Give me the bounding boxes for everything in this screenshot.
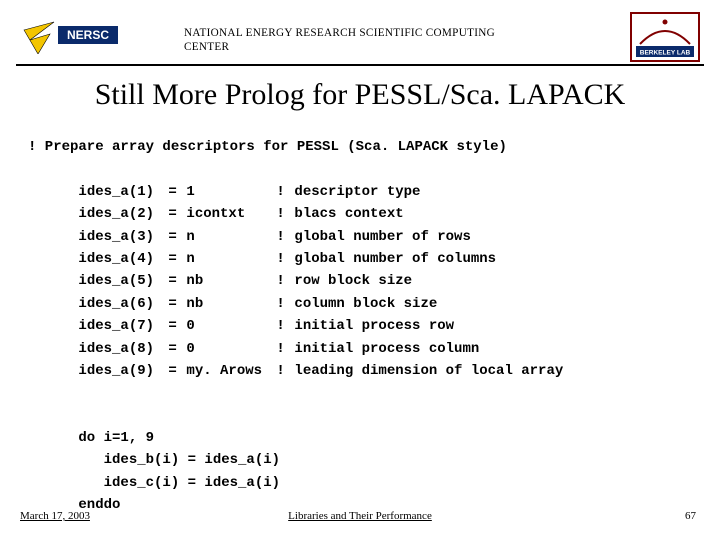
code-bang: ! — [276, 248, 294, 270]
code-val: n — [186, 248, 276, 270]
code-comment: blacs context — [294, 203, 403, 225]
footer-page: 67 — [685, 510, 696, 522]
code-comment: global number of rows — [294, 226, 470, 248]
code-idx: ides_a(4) — [78, 248, 168, 270]
code-eq: = — [168, 270, 186, 292]
code-idx: ides_a(3) — [78, 226, 168, 248]
code-heading: ! Prepare array descriptors for PESSL (S… — [28, 139, 507, 155]
code-bang: ! — [276, 226, 294, 248]
berkeley-lab-logo: BERKELEY LAB — [630, 12, 700, 62]
code-bang: ! — [276, 293, 294, 315]
code-eq: = — [168, 203, 186, 225]
code-val: 1 — [186, 181, 276, 203]
code-bang: ! — [276, 270, 294, 292]
code-eq: = — [168, 181, 186, 203]
code-idx: ides_a(7) — [78, 315, 168, 337]
loop-block: do i=1, 9 ides_b(i) = ides_a(i) ides_c(i… — [28, 427, 563, 517]
code-val: 0 — [186, 315, 276, 337]
svg-text:NERSC: NERSC — [67, 28, 109, 42]
code-bang: ! — [276, 315, 294, 337]
code-comment: column block size — [294, 293, 437, 315]
code-val: nb — [186, 270, 276, 292]
code-comment: initial process column — [294, 338, 479, 360]
code-idx: ides_a(2) — [78, 203, 168, 225]
code-val: 0 — [186, 338, 276, 360]
code-eq: = — [168, 293, 186, 315]
org-line1: NATIONAL ENERGY RESEARCH SCIENTIFIC COMP… — [184, 26, 495, 40]
code-bang: ! — [276, 181, 294, 203]
code-comment: row block size — [294, 270, 412, 292]
code-bang: ! — [276, 360, 294, 382]
code-val: n — [186, 226, 276, 248]
code-val: my. Arows — [186, 360, 276, 382]
code-idx: ides_a(6) — [78, 293, 168, 315]
slide-title: Still More Prolog for PESSL/Sca. LAPACK — [0, 78, 720, 112]
footer-center: Libraries and Their Performance — [0, 510, 720, 522]
code-comment: initial process row — [294, 315, 454, 337]
code-eq: = — [168, 338, 186, 360]
code-idx: ides_a(8) — [78, 338, 168, 360]
nersc-logo: NERSC — [20, 20, 120, 54]
code-comment: descriptor type — [294, 181, 420, 203]
code-eq: = — [168, 360, 186, 382]
code-block: ! Prepare array descriptors for PESSL (S… — [28, 136, 563, 517]
org-line2: CENTER — [184, 40, 495, 54]
code-val: nb — [186, 293, 276, 315]
header-rule — [16, 64, 704, 66]
desc-rows: ides_a(1)=1!descriptor type ides_a(2)=ic… — [28, 181, 563, 383]
code-idx: ides_a(5) — [78, 270, 168, 292]
code-bang: ! — [276, 203, 294, 225]
slide-header: NERSC NATIONAL ENERGY RESEARCH SCIENTIFI… — [0, 18, 720, 68]
code-eq: = — [168, 248, 186, 270]
code-eq: = — [168, 315, 186, 337]
code-bang: ! — [276, 338, 294, 360]
svg-text:BERKELEY LAB: BERKELEY LAB — [640, 50, 691, 57]
code-comment: leading dimension of local array — [294, 360, 563, 382]
code-val: icontxt — [186, 203, 276, 225]
code-eq: = — [168, 226, 186, 248]
org-name: NATIONAL ENERGY RESEARCH SCIENTIFIC COMP… — [184, 26, 495, 54]
code-idx: ides_a(9) — [78, 360, 168, 382]
code-comment: global number of columns — [294, 248, 496, 270]
code-idx: ides_a(1) — [78, 181, 168, 203]
